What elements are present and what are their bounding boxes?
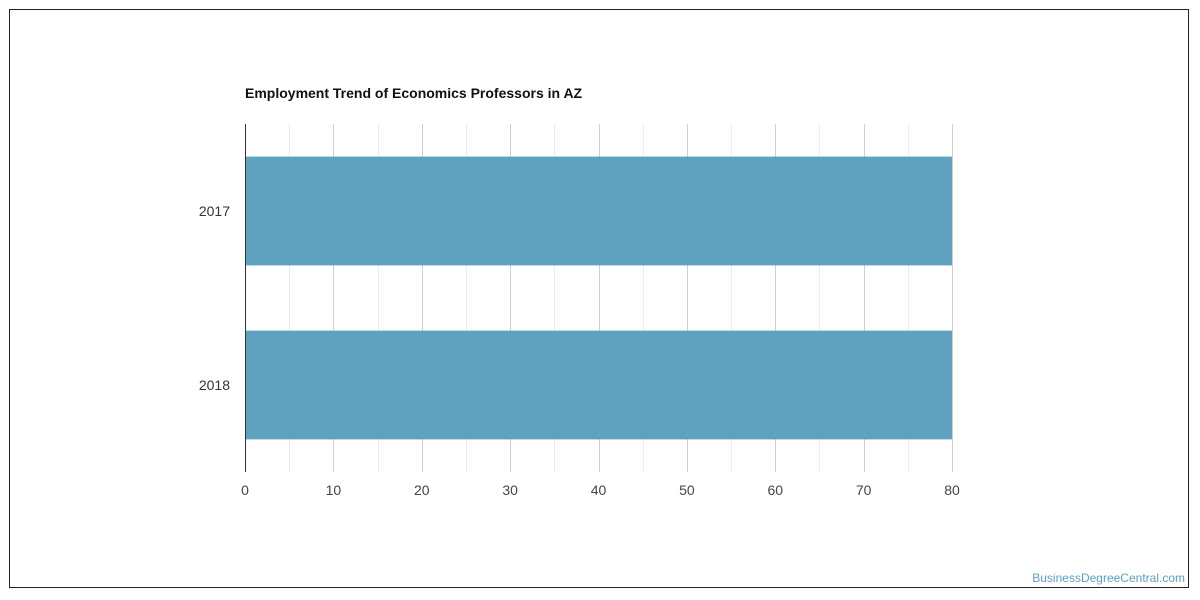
x-tick-label: 70 — [856, 482, 872, 498]
x-tick-label: 20 — [414, 482, 430, 498]
bar-2017 — [245, 156, 952, 266]
x-tick-label: 0 — [241, 482, 249, 498]
x-tick-label: 80 — [944, 482, 960, 498]
x-tick-label: 50 — [679, 482, 695, 498]
watermark-text[interactable]: BusinessDegreeCentral.com — [1032, 571, 1185, 585]
x-tick-label: 10 — [326, 482, 342, 498]
x-tick-label: 30 — [502, 482, 518, 498]
x-tick-label: 60 — [767, 482, 783, 498]
bar-2018 — [245, 330, 952, 440]
y-tick-label: 2017 — [199, 203, 230, 219]
chart-title: Employment Trend of Economics Professors… — [245, 85, 583, 101]
x-tick-label: 40 — [591, 482, 607, 498]
y-tick-label: 2018 — [199, 377, 230, 393]
